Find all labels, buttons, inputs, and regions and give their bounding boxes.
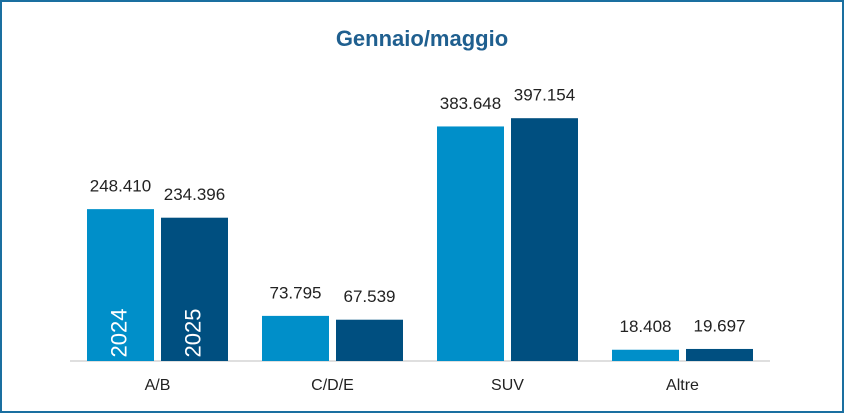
data-label: 19.697 bbox=[694, 316, 746, 335]
data-label: 248.410 bbox=[90, 177, 151, 196]
bar bbox=[87, 209, 154, 361]
data-label: 234.396 bbox=[164, 185, 225, 204]
bar bbox=[336, 319, 403, 361]
data-label: 18.408 bbox=[620, 317, 672, 336]
bar bbox=[161, 217, 228, 361]
bar bbox=[511, 118, 578, 361]
data-label: 383.648 bbox=[440, 94, 501, 113]
data-label: 73.795 bbox=[270, 283, 322, 302]
x-tick-label: C/D/E bbox=[311, 377, 354, 394]
bar bbox=[686, 348, 753, 361]
data-label: 397.154 bbox=[514, 86, 575, 105]
data-label: 67.539 bbox=[344, 287, 396, 306]
chart-title: Gennaio/maggio bbox=[336, 26, 508, 51]
legend-label: 2024 bbox=[106, 309, 131, 358]
x-tick-label: SUV bbox=[491, 377, 524, 394]
x-tick-label: Altre bbox=[666, 377, 699, 394]
legend-label: 2025 bbox=[180, 309, 205, 358]
bar bbox=[262, 315, 329, 361]
bar bbox=[437, 126, 504, 361]
bar bbox=[612, 349, 679, 361]
x-tick-label: A/B bbox=[145, 377, 171, 394]
